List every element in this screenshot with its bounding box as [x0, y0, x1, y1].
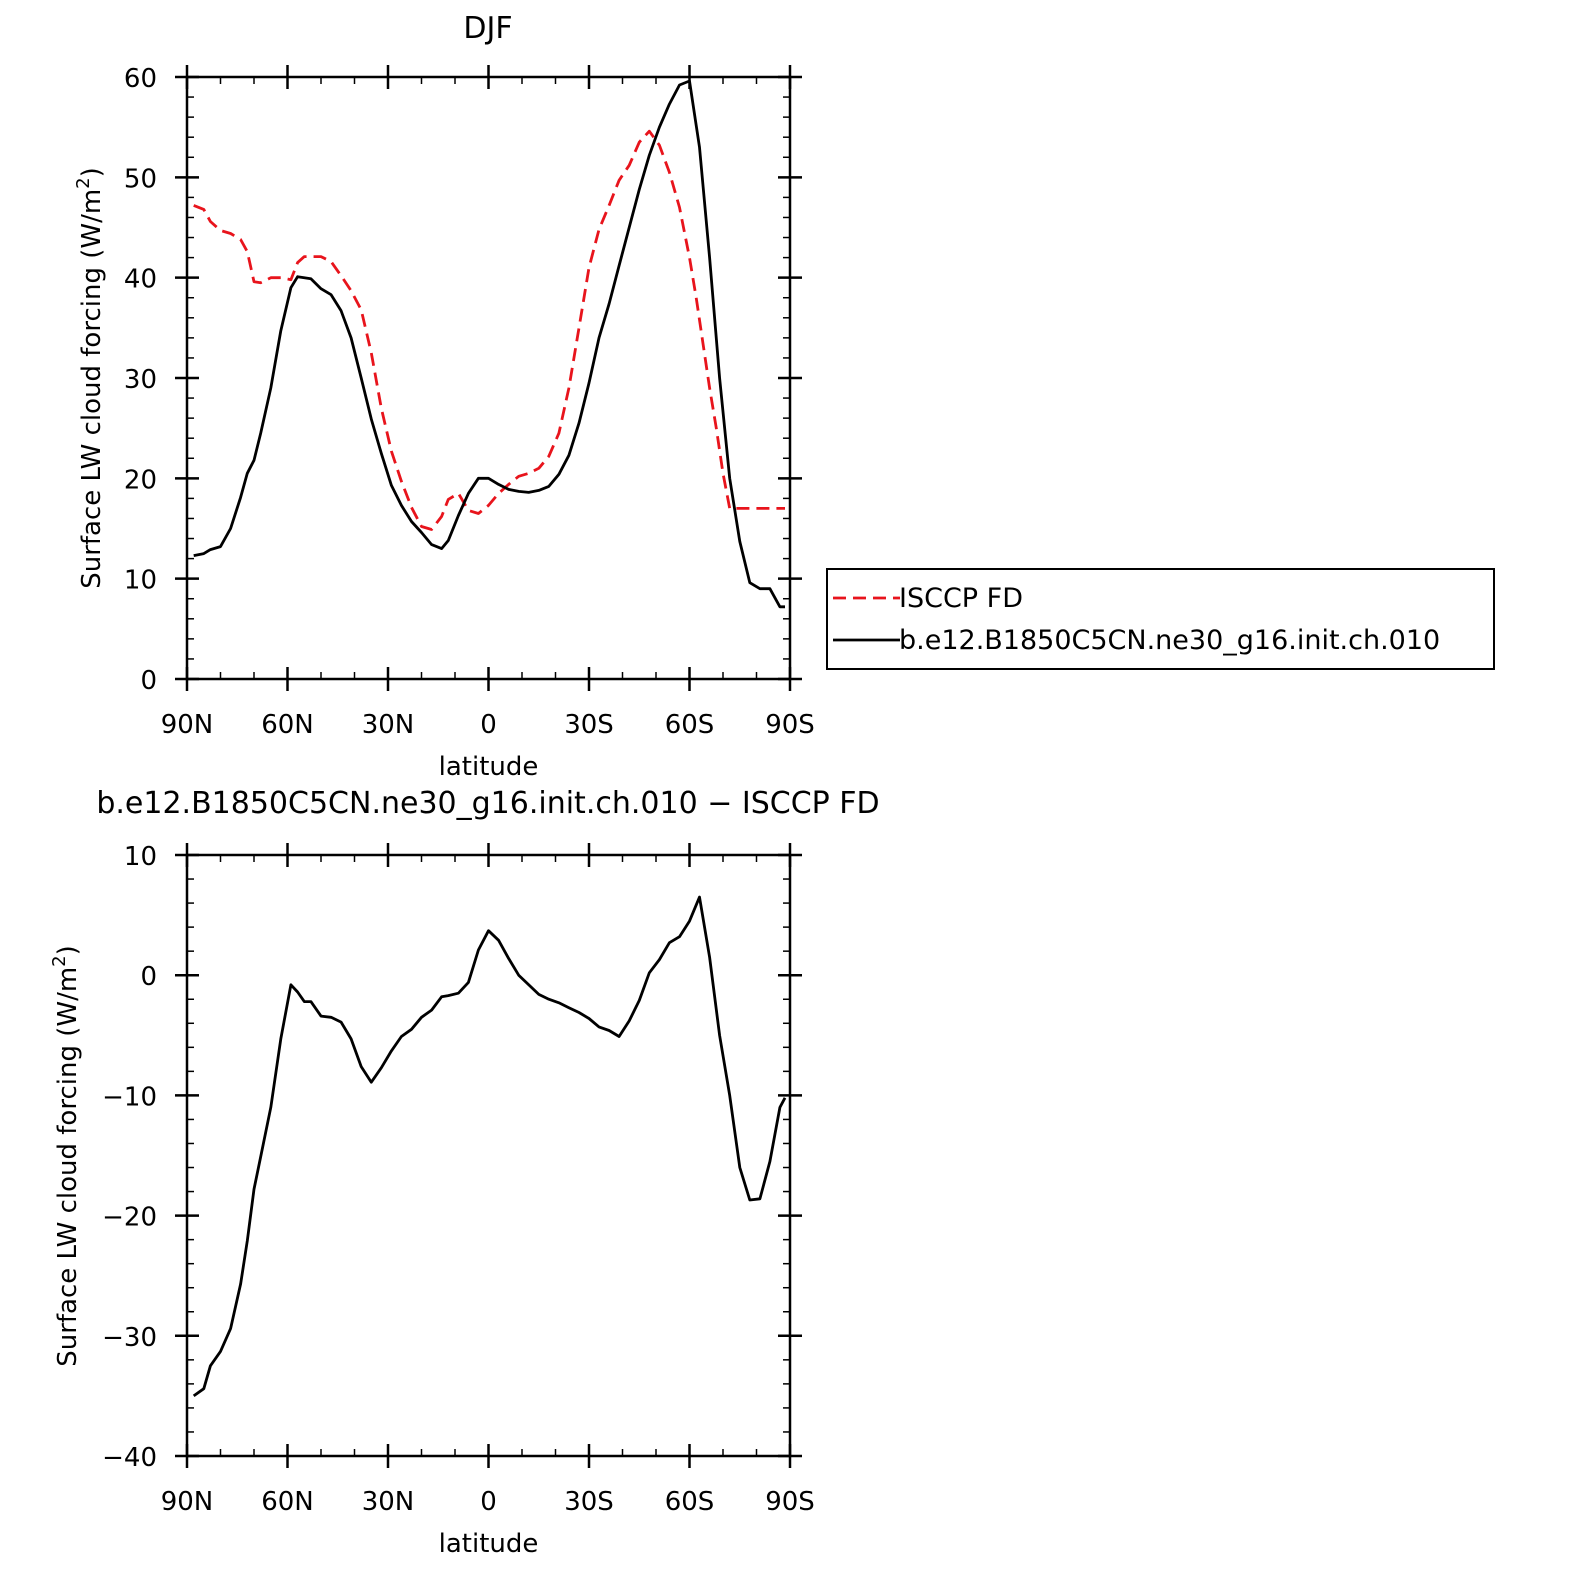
x-tick-label: 60N	[261, 710, 314, 740]
x-tick-label: 90S	[765, 710, 815, 740]
y-axis-label-superscript: 2	[73, 177, 94, 188]
y-tick-label: −30	[102, 1323, 157, 1353]
legend: ISCCP FD b.e12.B1850C5CN.ne30_g16.init.ch…	[826, 568, 1495, 670]
series-line-isccp-fd	[193, 129, 785, 531]
y-tick-label: 60	[124, 64, 157, 94]
plot-frame	[185, 853, 792, 1458]
y-axis-label-main: Surface LW cloud forcing (W/m	[53, 967, 83, 1367]
x-tick-label: 90N	[161, 1487, 214, 1517]
y-axis-label-close: )	[53, 945, 83, 955]
y-tick-label: −10	[102, 1082, 157, 1112]
y-tick-label: −40	[102, 1443, 157, 1473]
series-line-model	[192, 895, 787, 1398]
y-axis-label: Surface LW cloud forcing (W/m2)	[73, 167, 107, 589]
x-axis-label: latitude	[439, 752, 539, 782]
x-tick-label: 30N	[362, 1487, 415, 1517]
y-tick-label: 50	[124, 164, 157, 194]
x-tick-label: 30N	[362, 710, 415, 740]
y-axis-label-main: Surface LW cloud forcing (W/m	[77, 189, 107, 589]
plot-frame	[185, 75, 792, 681]
legend-box	[826, 568, 1495, 670]
y-tick-label: 0	[140, 666, 157, 696]
x-axis-label: latitude	[439, 1529, 539, 1559]
x-tick-label: 60S	[665, 710, 715, 740]
x-tick-label: 60S	[665, 1487, 715, 1517]
legend-entry-label: b.e12.B1850C5CN.ne30_g16.init.ch.010	[899, 625, 1440, 656]
y-tick-label: 20	[124, 465, 157, 495]
y-tick-label: 40	[124, 265, 157, 295]
x-tick-label: 60N	[261, 1487, 314, 1517]
x-tick-label: 0	[480, 710, 497, 740]
x-tick-label: 30S	[564, 710, 614, 740]
bottom-panel: b.e12.B1850C5CN.ne30_g16.init.ch.010 − I…	[49, 786, 880, 1559]
x-tick-label: 0	[480, 1487, 497, 1517]
x-tick-label: 90S	[765, 1487, 815, 1517]
y-tick-label: 0	[140, 962, 157, 992]
y-tick-label: −20	[102, 1203, 157, 1233]
x-tick-label: 90N	[161, 710, 214, 740]
y-axis-label-superscript: 2	[49, 955, 70, 966]
chart-title: DJF	[463, 11, 512, 46]
top-panel: DJF 90N 60N 30N 0 30S 60S 90S 0 10 20 30 40 50 60 latit…	[73, 11, 1495, 782]
y-tick-label: 10	[124, 842, 157, 872]
y-tick-label: 30	[124, 365, 157, 395]
y-tick-label: 10	[124, 566, 157, 596]
y-axis-label-close: )	[77, 167, 107, 177]
x-tick-label: 30S	[564, 1487, 614, 1517]
chart-title: b.e12.B1850C5CN.ne30_g16.init.ch.010 − I…	[96, 786, 879, 821]
legend-entry-label: ISCCP FD	[899, 583, 1023, 614]
series-line-model	[193, 79, 785, 609]
y-axis-label: Surface LW cloud forcing (W/m2)	[49, 945, 83, 1367]
